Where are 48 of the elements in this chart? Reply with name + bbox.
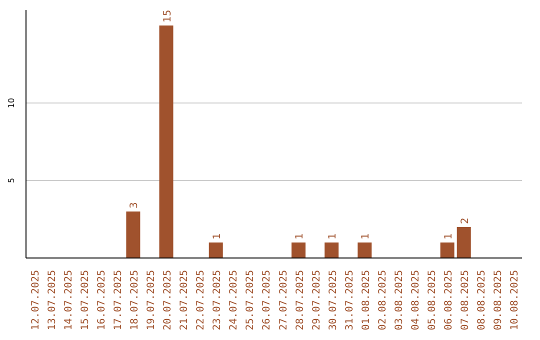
x-tick-label: 19.07.2025 [146, 270, 157, 330]
data-label: 1 [443, 233, 454, 240]
data-label: 1 [328, 233, 339, 240]
bar [358, 242, 372, 258]
x-tick-label: 15.07.2025 [80, 270, 91, 330]
data-label: 3 [129, 202, 140, 208]
x-tick-label: 03.08.2025 [394, 270, 405, 330]
x-tick-label: 28.07.2025 [294, 270, 306, 330]
data-label: 15 [162, 10, 174, 22]
x-tick-label: 23.07.2025 [212, 270, 224, 330]
x-tick-label: 31.07.2025 [344, 270, 356, 330]
bar [126, 212, 140, 258]
x-tick-label: 10.08.2025 [510, 270, 521, 330]
x-tick-label: 20.07.2025 [162, 270, 174, 330]
bar [456, 227, 471, 258]
data-label: 2 [460, 218, 471, 224]
y-tick-label: 10 [7, 98, 16, 108]
x-tick-label: 01.08.2025 [360, 270, 372, 330]
x-tick-label: 17.07.2025 [112, 270, 124, 330]
x-tick-label: 07.08.2025 [460, 270, 472, 330]
x-tick-label: 13.07.2025 [46, 270, 58, 330]
x-tick-label: 14.07.2025 [63, 270, 74, 330]
x-tick-label: 04.08.2025 [410, 270, 422, 330]
bar [292, 242, 306, 258]
x-tick-label: 29.07.2025 [311, 270, 322, 330]
bar [440, 242, 454, 258]
x-tick-label: 02.08.2025 [377, 270, 388, 330]
bar [208, 242, 223, 258]
x-tick-label: 30.07.2025 [328, 270, 339, 330]
x-tick-label: 24.07.2025 [228, 270, 240, 330]
bar [159, 26, 174, 258]
data-label: 1 [212, 233, 223, 240]
bar [324, 242, 339, 258]
data-label: 1 [360, 233, 372, 240]
x-tick-label: 05.08.2025 [427, 270, 438, 330]
x-tick-label: 06.08.2025 [444, 270, 455, 330]
x-tick-label: 22.07.2025 [196, 270, 207, 330]
x-tick-label: 18.07.2025 [129, 270, 140, 330]
x-tick-label: 27.07.2025 [278, 270, 290, 330]
y-tick-label: 5 [7, 178, 16, 184]
x-tick-label: 16.07.2025 [96, 270, 108, 330]
x-tick-label: 25.07.2025 [245, 270, 256, 330]
data-label: 1 [294, 233, 306, 240]
x-tick-label: 09.08.2025 [493, 270, 504, 330]
x-tick-label: 26.07.2025 [262, 270, 273, 330]
x-tick-label: 08.08.2025 [476, 270, 488, 330]
x-tick-label: 21.07.2025 [179, 270, 190, 330]
x-tick-label: 12.07.2025 [30, 270, 42, 330]
